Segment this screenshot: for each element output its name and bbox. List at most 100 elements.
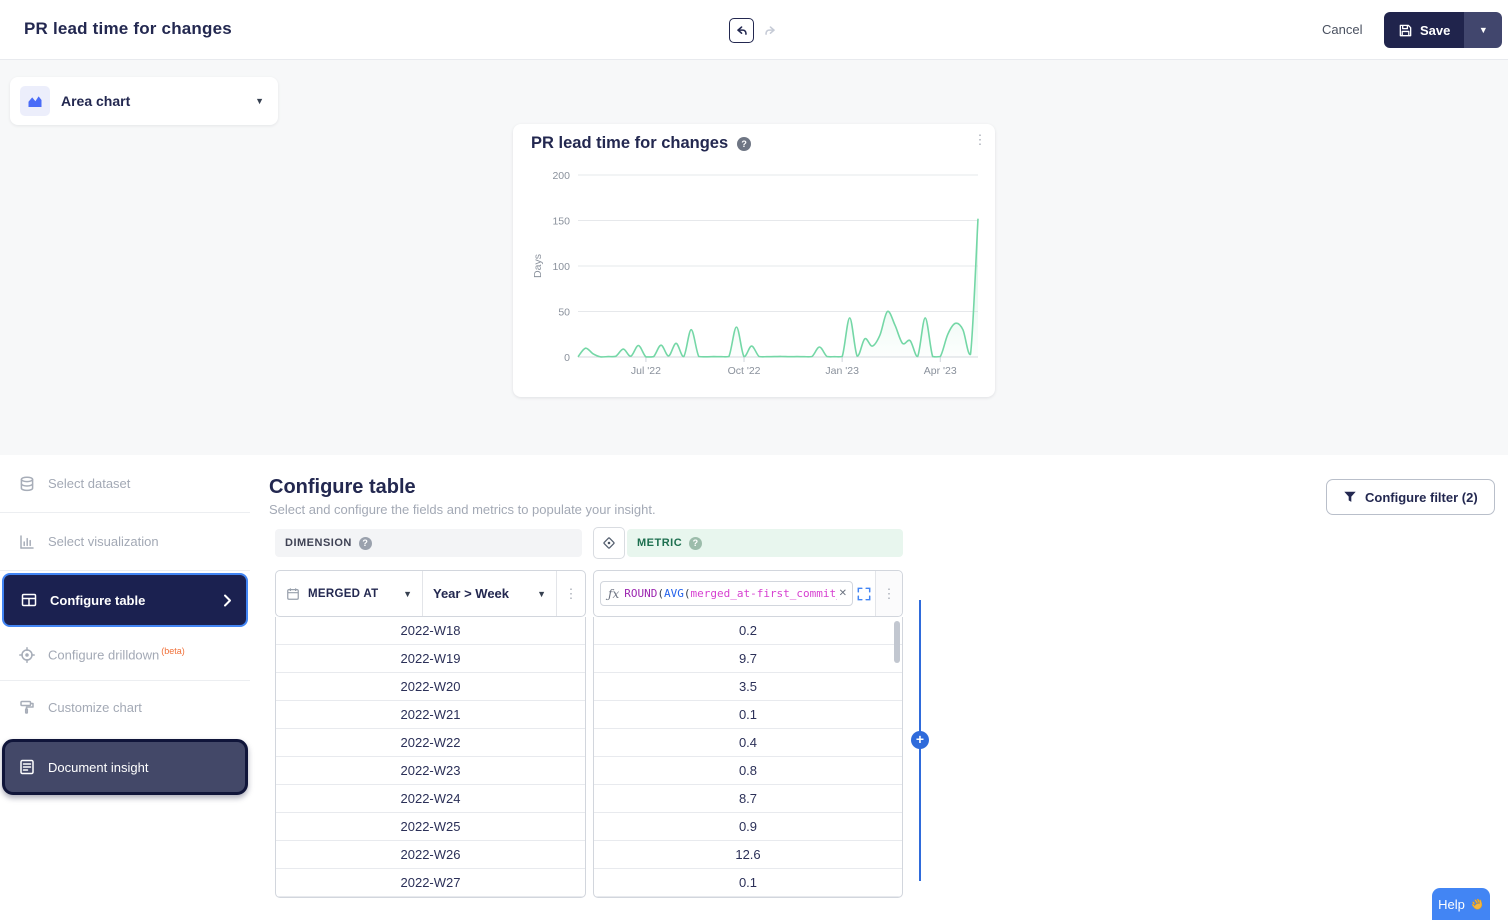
chart-title: PR lead time for changes [531,134,729,152]
metric-formula-input[interactable]: ƒx ROUND(AVG(merged_at-first_commit_ ✕ [600,581,853,606]
table-row-week: 2022-W26 [276,841,585,869]
svg-text:150: 150 [552,216,570,228]
sidebar-item-configure-table[interactable]: Configure table [2,573,248,627]
sidebar-item-select-dataset[interactable]: Select dataset [0,455,250,513]
top-bar: PR lead time for changes Cancel Save ▼ [0,0,1508,60]
svg-text:100: 100 [552,261,570,273]
svg-text:Oct '22: Oct '22 [728,365,761,377]
metric-column-header: METRIC ? [627,529,903,557]
metric-field-controls: ƒx ROUND(AVG(merged_at-first_commit_ ✕ [593,570,903,617]
svg-text:Jul '22: Jul '22 [631,365,661,377]
sidebar-item-label: Select dataset [48,476,131,491]
save-dropdown-button[interactable]: ▼ [1464,12,1503,48]
sidebar-item-select-visualization[interactable]: Select visualization [0,513,250,571]
save-icon [1398,23,1413,38]
area-chart: 0 50 100 150 200 Days Jul '22 Oct '22 Jan '23 Apr… [532,170,979,377]
table-row-value: 0.8 [594,757,902,785]
steps-sidebar: Select dataset Select visualization Conf… [0,455,250,920]
table-row-week: 2022-W23 [276,757,585,785]
table-row-week: 2022-W22 [276,729,585,757]
formula-text: ROUND(AVG(merged_at-first_commit_ [624,587,837,600]
expand-icon [857,587,871,601]
table-row-value: 0.2 [594,617,902,645]
insight-preview-card: PR lead time for changes ? 0 50 100 150 200 D… [513,124,995,397]
document-icon [18,758,36,776]
chevron-down-icon: ▼ [255,96,264,106]
table-row-value: 3.5 [594,673,902,701]
table-row-value: 0.1 [594,701,902,729]
svg-text:Days: Days [532,254,544,278]
bar-chart-icon [18,533,36,551]
dimension-granularity-dropdown[interactable]: Year > Week ▼ [423,571,557,616]
undo-button[interactable] [729,18,754,43]
svg-text:Apr '23: Apr '23 [924,365,957,377]
waving-hand-icon [1470,897,1484,911]
chevron-right-icon [223,594,232,607]
help-button[interactable]: Help [1432,888,1490,920]
chart-type-dropdown[interactable]: Area chart ▼ [10,77,278,125]
table-row-value: 12.6 [594,841,902,869]
redo-icon [763,24,777,38]
beta-badge: (beta) [161,646,185,657]
table-row-value: 0.4 [594,729,902,757]
target-icon [18,646,36,664]
paint-roller-icon [18,698,36,716]
dimension-column-header: DIMENSION ? [275,529,582,557]
table-row-week: 2022-W20 [276,673,585,701]
chevron-down-icon: ▼ [537,588,546,599]
metric-help-icon[interactable]: ? [689,536,703,550]
undo-icon [735,24,749,38]
save-button[interactable]: Save [1384,12,1465,48]
metric-drag-handle[interactable] [593,527,625,559]
chart-menu-kebab-icon[interactable] [973,138,987,142]
sidebar-item-label: Select visualization [48,534,159,549]
database-icon [18,475,36,493]
filter-funnel-icon [1343,490,1357,504]
expand-formula-button[interactable] [853,587,875,601]
cancel-button[interactable]: Cancel [1322,22,1363,37]
page-title: PR lead time for changes [24,19,232,38]
svg-text:Jan '23: Jan '23 [825,365,859,377]
configure-filter-button[interactable]: Configure filter (2) [1326,479,1495,515]
table-row-value: 0.9 [594,813,902,841]
save-split-button: Save ▼ [1384,12,1503,48]
metric-rows: 0.2 9.7 3.5 0.1 0.4 0.8 8.7 0.9 12.6 0.1 [594,617,902,897]
calendar-icon [286,587,300,601]
section-subtitle: Select and configure the fields and metr… [269,502,656,517]
table-row-week: 2022-W27 [276,869,585,897]
sidebar-item-label: Configure table [50,592,146,608]
dimension-field-dropdown[interactable]: MERGED AT ▼ [276,571,423,616]
table-row-week: 2022-W24 [276,785,585,813]
redo-button[interactable] [757,18,782,43]
svg-text:200: 200 [552,170,570,182]
sidebar-item-label: Configure drilldown (beta) [48,646,185,663]
fx-icon: ƒx [608,586,620,601]
sidebar-item-configure-drilldown[interactable]: Configure drilldown (beta) [0,629,250,681]
svg-text:0: 0 [564,352,570,364]
section-heading: Configure table [269,476,416,498]
sidebar-item-customize-chart[interactable]: Customize chart [0,681,250,733]
chevron-down-icon: ▼ [403,588,412,599]
metric-scrollbar[interactable] [894,621,900,663]
diamond-icon [601,535,617,551]
table-row-value: 0.1 [594,869,902,897]
svg-text:50: 50 [558,307,570,319]
sidebar-item-label: Document insight [48,759,149,775]
chart-help-icon[interactable]: ? [737,136,752,151]
metric-menu-kebab-icon[interactable] [875,571,902,616]
sidebar-item-document-insight[interactable]: Document insight [2,739,248,795]
dimension-menu-kebab-icon[interactable] [557,571,585,616]
dimension-values-column: 2022-W18 2022-W19 2022-W20 2022-W21 2022-W22… [275,617,586,898]
preview-zone: Area chart ▼ PR lead time for changes ? … [0,60,1508,455]
table-row-value: 8.7 [594,785,902,813]
sidebar-item-label: Customize chart [48,699,142,715]
dimension-help-icon[interactable]: ? [358,536,372,550]
table-row-week: 2022-W21 [276,701,585,729]
table-row-week: 2022-W25 [276,813,585,841]
dimension-rows: 2022-W18 2022-W19 2022-W20 2022-W21 2022-W22… [276,617,585,897]
area-chart-icon [20,86,50,116]
clear-formula-icon[interactable]: ✕ [838,588,847,599]
metric-values-column: 0.2 9.7 3.5 0.1 0.4 0.8 8.7 0.9 12.6 0.1 [593,617,903,898]
add-column-button[interactable]: + [911,731,929,749]
